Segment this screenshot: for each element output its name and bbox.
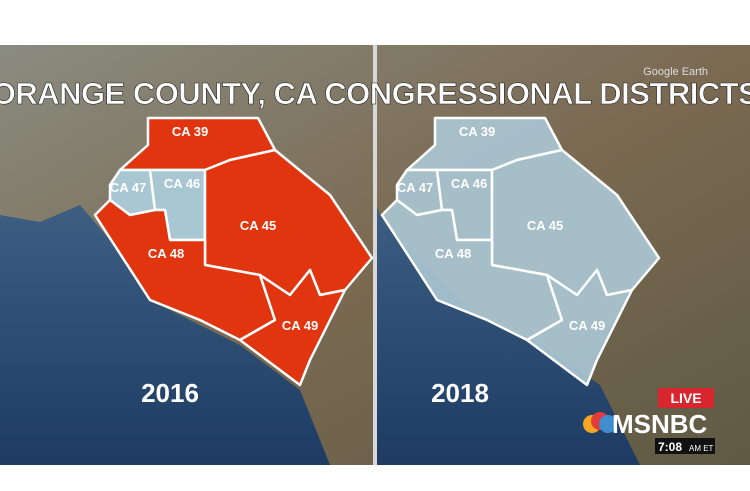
year-label: 2016 (141, 378, 199, 408)
district-label: CA 49 (569, 318, 605, 333)
time-box (655, 438, 715, 454)
live-badge (658, 388, 714, 408)
district-label: CA 47 (110, 180, 146, 195)
time: 7:08 (658, 440, 682, 454)
district-label: CA 47 (397, 180, 433, 195)
district (525, 268, 634, 387)
district-label: CA 45 (240, 218, 276, 233)
title: ORANGE COUNTY, CA CONGRESSIONAL DISTRICT… (0, 76, 750, 111)
ocean-right (375, 200, 640, 465)
live-text: LIVE (670, 390, 701, 406)
district-label: CA 39 (172, 124, 208, 139)
district-label: CA 48 (148, 246, 184, 261)
time-period: AM ET (689, 444, 714, 453)
divider (373, 45, 377, 465)
district (93, 198, 277, 342)
district-label: CA 49 (282, 318, 318, 333)
network: MSNBC (612, 409, 708, 439)
ocean-left (0, 205, 330, 465)
watermark: Google Earth (643, 66, 708, 78)
district (380, 198, 564, 342)
district-label: CA 46 (451, 176, 487, 191)
district-label: CA 48 (435, 246, 471, 261)
district (238, 268, 347, 387)
year-label: 2018 (431, 378, 489, 408)
district-label: CA 39 (459, 124, 495, 139)
district-label: CA 45 (527, 218, 563, 233)
district-label: CA 46 (164, 176, 200, 191)
peacock (583, 412, 617, 433)
